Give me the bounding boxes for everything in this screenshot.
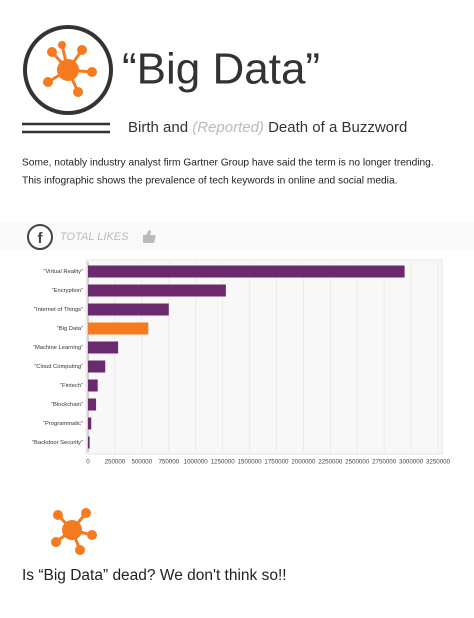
logo-icon [23, 25, 113, 115]
footer-icon [51, 508, 97, 555]
y-tick-label: “Blockchain” [51, 402, 83, 408]
x-tick-label: 500000 [132, 459, 153, 466]
y-tick-label: “Cloud Computing” [34, 364, 83, 370]
subtitle: Birth and (Reported) Death of a Buzzword [128, 119, 407, 136]
x-tick-label: 2750000 [372, 459, 397, 466]
subtitle-part: Birth and [128, 119, 192, 136]
bar [88, 322, 149, 335]
bar [88, 398, 97, 411]
bar [88, 303, 169, 316]
x-tick-label: 1250000 [211, 459, 236, 466]
y-tick-label: “Machine Learning” [33, 345, 83, 351]
title: “Big Data” [122, 45, 320, 94]
bar [88, 417, 92, 430]
chart: 0 250000 500000 750000 1000000 1250000 1500000… [32, 262, 451, 466]
subtitle-part: Death of a Buzzword [264, 119, 407, 136]
x-tick-label: 1000000 [184, 459, 209, 466]
y-tick-label: “Internet of Things” [34, 307, 83, 313]
like-icon [143, 230, 156, 243]
y-tick-label: “Backdoor Security” [32, 440, 83, 446]
x-tick-label: 0 [86, 459, 90, 466]
y-tick-label: “Encryption” [52, 288, 83, 294]
facebook-icon: f [38, 230, 44, 247]
bar [88, 360, 106, 373]
y-tick-label: “Virtual Reality” [43, 269, 83, 275]
bar [88, 341, 119, 354]
x-tick-label: 2000000 [291, 459, 316, 466]
footer-text: Is “Big Data” dead? We don't think so!! [22, 567, 287, 584]
bar [88, 379, 98, 392]
y-tick-label: “Fintech” [60, 383, 83, 389]
section-label: TOTAL LIKES [60, 231, 129, 243]
x-tick-label: 250000 [105, 459, 126, 466]
x-tick-label: 1750000 [264, 459, 289, 466]
bar [88, 265, 405, 278]
x-tick-label: 1500000 [237, 459, 262, 466]
intro-line: This infographic shows the prevalence of… [22, 176, 397, 187]
section-band [0, 222, 474, 250]
y-tick-label: “Programmatic” [43, 421, 83, 427]
x-tick-label: 750000 [158, 459, 179, 466]
subtitle-part: (Reported) [192, 119, 264, 136]
x-tick-label: 2250000 [318, 459, 343, 466]
y-tick-label: “Big Data” [57, 326, 83, 332]
x-tick-label: 3000000 [399, 459, 424, 466]
x-tick-label: 3250000 [426, 459, 451, 466]
x-tick-label: 2500000 [345, 459, 370, 466]
bar [88, 436, 90, 449]
facebook-icon [27, 224, 53, 250]
intro-line: Some, notably industry analyst firm Gart… [22, 158, 434, 169]
bar [88, 284, 226, 297]
